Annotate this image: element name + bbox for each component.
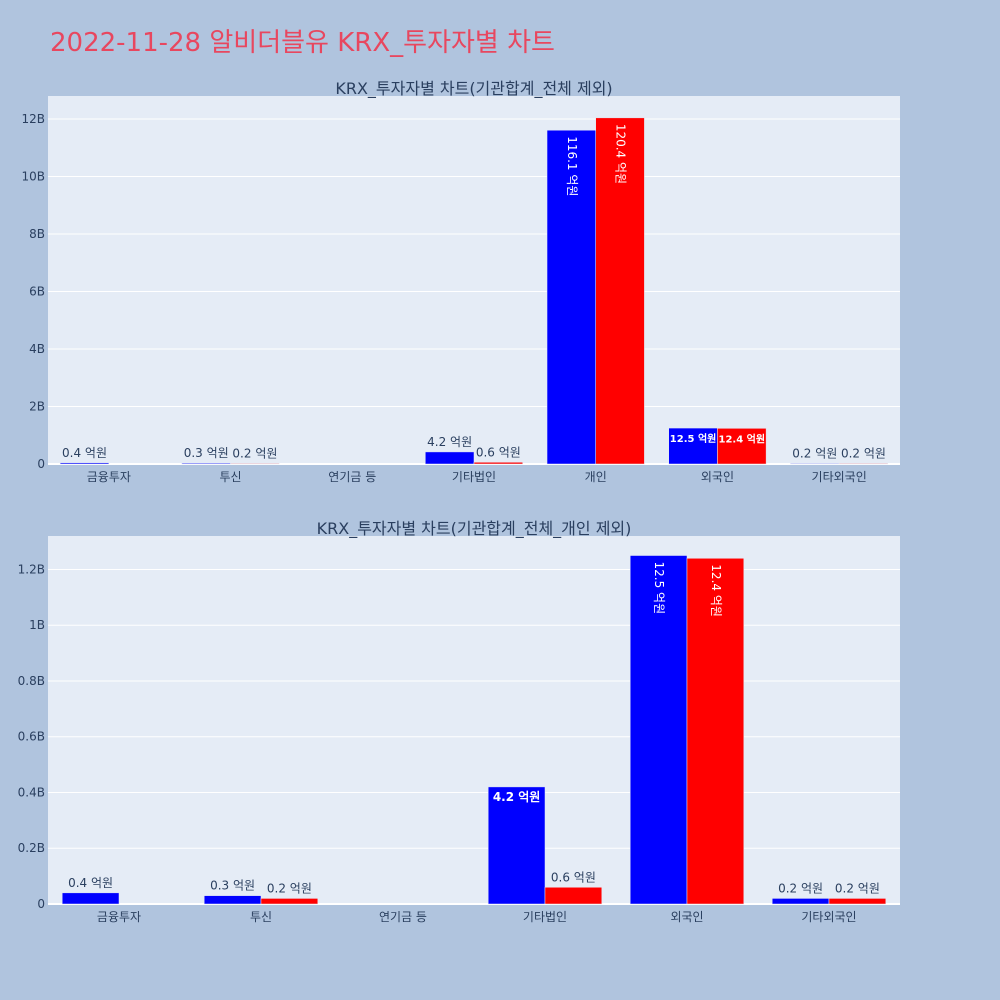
chart1-xtick-label: 기타외국인: [812, 470, 867, 484]
chart1-ytick-label: 6B: [29, 285, 45, 299]
chart1-data-label: 0.2 억원: [792, 446, 837, 460]
chart2-data-label: 4.2 억원: [493, 790, 541, 804]
chart2-bar: [828, 898, 887, 905]
chart1-plot-area: [48, 96, 900, 464]
chart2-bar: [260, 898, 319, 905]
chart2-data-label: 0.6 억원: [551, 870, 596, 884]
chart1-ytick-label: 0: [37, 457, 45, 471]
chart2-xtick-label: 기타법인: [523, 910, 567, 924]
chart1-data-label: 0.3 억원: [184, 446, 229, 460]
chart1-xtick-label: 외국인: [701, 470, 734, 484]
chart2-ytick-label: 0.2B: [18, 841, 45, 855]
chart1-data-label: 0.2 억원: [841, 446, 886, 460]
chart2-bar: [771, 898, 830, 905]
chart1-ytick-label: 8B: [29, 227, 45, 241]
chart1-xtick-label: 투신: [220, 470, 242, 484]
chart1-data-label: 116.1 억원: [565, 136, 579, 196]
chart1-xtick-label: 기타법인: [452, 470, 496, 484]
chart1-bar: [546, 129, 596, 465]
chart2-ytick-label: 0.4B: [18, 785, 45, 799]
chart1-data-label: 4.2 억원: [427, 435, 472, 449]
chart1-ytick-label: 2B: [29, 400, 45, 414]
chart2-data-label: 0.2 억원: [778, 881, 823, 895]
chart2-xtick-label: 기타외국인: [801, 910, 856, 924]
chart1-ytick-label: 12B: [21, 112, 45, 126]
chart2-ytick-label: 0: [37, 897, 45, 911]
chart2-xtick-label: 외국인: [670, 910, 703, 924]
chart1-data-label: 120.4 억원: [614, 124, 628, 184]
chart1-data-label: 12.4 억원: [718, 432, 765, 445]
chart2-data-label: 12.4 억원: [709, 564, 723, 617]
chart1-title: KRX_투자자별 차트(기관합계_전체 제외): [335, 79, 612, 99]
chart1-ytick-label: 10B: [21, 170, 45, 184]
chart2-xtick-label: 연기금 등: [379, 910, 427, 924]
chart2-ytick-label: 0.6B: [18, 730, 45, 744]
chart2-bar: [487, 786, 546, 905]
chart2-ytick-label: 1.2B: [18, 562, 45, 576]
chart1-bar: [717, 428, 767, 465]
chart1-xtick-label: 금융투자: [87, 470, 131, 484]
chart1-bar: [668, 427, 718, 465]
chart1-bar: [425, 451, 475, 465]
chart1-bar: [230, 463, 280, 465]
chart1-data-label: 0.4 억원: [62, 446, 107, 460]
chart2-data-label: 0.3 억원: [210, 879, 255, 893]
chart2-data-label: 0.4 억원: [68, 876, 113, 890]
chart1-bar: [595, 117, 645, 465]
chart1-data-label: 0.6 억원: [476, 445, 521, 459]
chart2-bar: [203, 895, 262, 905]
chart2-xtick-label: 투신: [250, 910, 272, 924]
chart2-ytick-label: 1B: [29, 618, 45, 632]
chart1-bar: [838, 463, 889, 465]
chart2-plot-area: [48, 536, 900, 904]
chart2-bar: [686, 558, 745, 905]
chart2-title: KRX_투자자별 차트(기관합계_전체_개인 제외): [317, 519, 632, 539]
chart1-xtick-label: 개인: [585, 470, 607, 484]
chart1-ytick-label: 4B: [29, 342, 45, 356]
chart2-bar: [544, 887, 603, 905]
chart1-bar: [790, 463, 840, 465]
chart1-data-label: 0.2 억원: [232, 446, 277, 460]
chart1-xtick-label: 연기금 등: [328, 470, 376, 484]
chart1-bar: [59, 462, 110, 465]
chart2-data-label: 12.5 억원: [652, 562, 666, 615]
chart2-bar: [61, 892, 120, 905]
chart1-bar: [181, 462, 231, 465]
chart1-data-label: 12.5 억원: [670, 432, 717, 445]
chart2-data-label: 0.2 억원: [835, 881, 880, 895]
chart1-bar: [473, 462, 523, 465]
chart2-xtick-label: 금융투자: [97, 910, 141, 924]
page-title: 2022-11-28 알비더블유 KRX_투자자별 차트: [50, 28, 555, 58]
chart2-ytick-label: 0.8B: [18, 674, 45, 688]
chart2-data-label: 0.2 억원: [267, 881, 312, 895]
